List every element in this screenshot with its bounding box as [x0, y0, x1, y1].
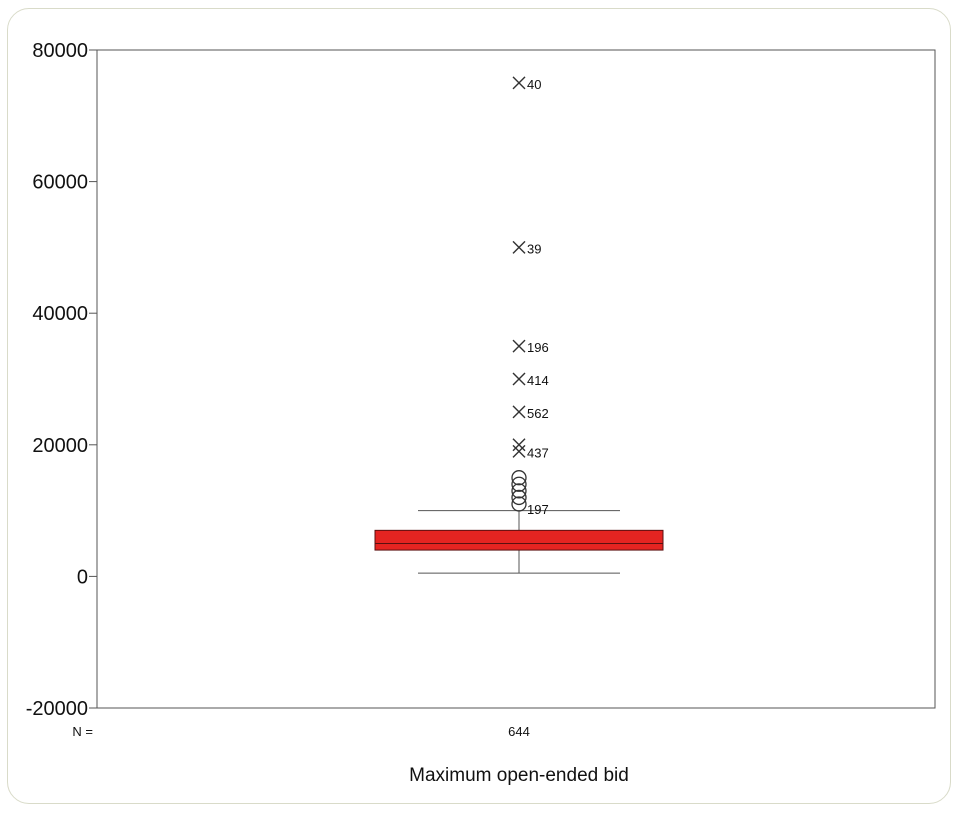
extreme-marker [512, 372, 526, 386]
outlier-label: 197 [527, 502, 549, 517]
x-axis-title: Maximum open-ended bid [409, 765, 629, 786]
y-tick-label: -20000 [26, 698, 88, 720]
y-tick-label: 80000 [32, 40, 88, 62]
extreme-label: 40 [527, 77, 541, 92]
box-iqr [374, 529, 664, 551]
outlier-marker [511, 483, 527, 499]
extreme-marker [512, 240, 526, 254]
y-tick-label: 40000 [32, 303, 88, 325]
y-tick-label: 20000 [32, 435, 88, 457]
y-axis: 80000 60000 40000 20000 0 -20000 [26, 40, 97, 720]
extreme-marker [512, 339, 526, 353]
plot-area [96, 49, 936, 709]
y-tick-label: 60000 [32, 172, 88, 194]
box-group: 644 [374, 510, 664, 739]
extreme-marker [512, 444, 526, 458]
extreme-marker-stroke [512, 339, 526, 353]
extreme-marker-stroke [512, 76, 526, 90]
extreme-marker-stroke [512, 405, 526, 419]
outlier-marker [511, 470, 527, 486]
extreme-marker-stroke [512, 444, 526, 458]
extreme-label: 562 [527, 406, 549, 421]
group-n-label: 644 [508, 724, 530, 739]
extreme-label: 39 [527, 241, 541, 256]
extreme-label: 196 [527, 340, 549, 355]
outlier-markers: 40 39 196 414 562 437 197 [511, 76, 549, 517]
extreme-marker-stroke [512, 372, 526, 386]
extreme-label: 414 [527, 373, 549, 388]
extreme-label: 437 [527, 445, 549, 460]
extreme-marker [512, 405, 526, 419]
extreme-marker [512, 76, 526, 90]
n-label: N = [72, 724, 93, 739]
chart-frame [7, 8, 951, 804]
outlier-marker [511, 489, 527, 506]
extreme-marker [512, 438, 526, 452]
extreme-marker-stroke [512, 438, 526, 452]
outlier-marker [511, 476, 527, 492]
y-tick-label: 0 [77, 566, 88, 588]
outlier-marker [511, 496, 527, 512]
extreme-marker-stroke [512, 240, 526, 254]
